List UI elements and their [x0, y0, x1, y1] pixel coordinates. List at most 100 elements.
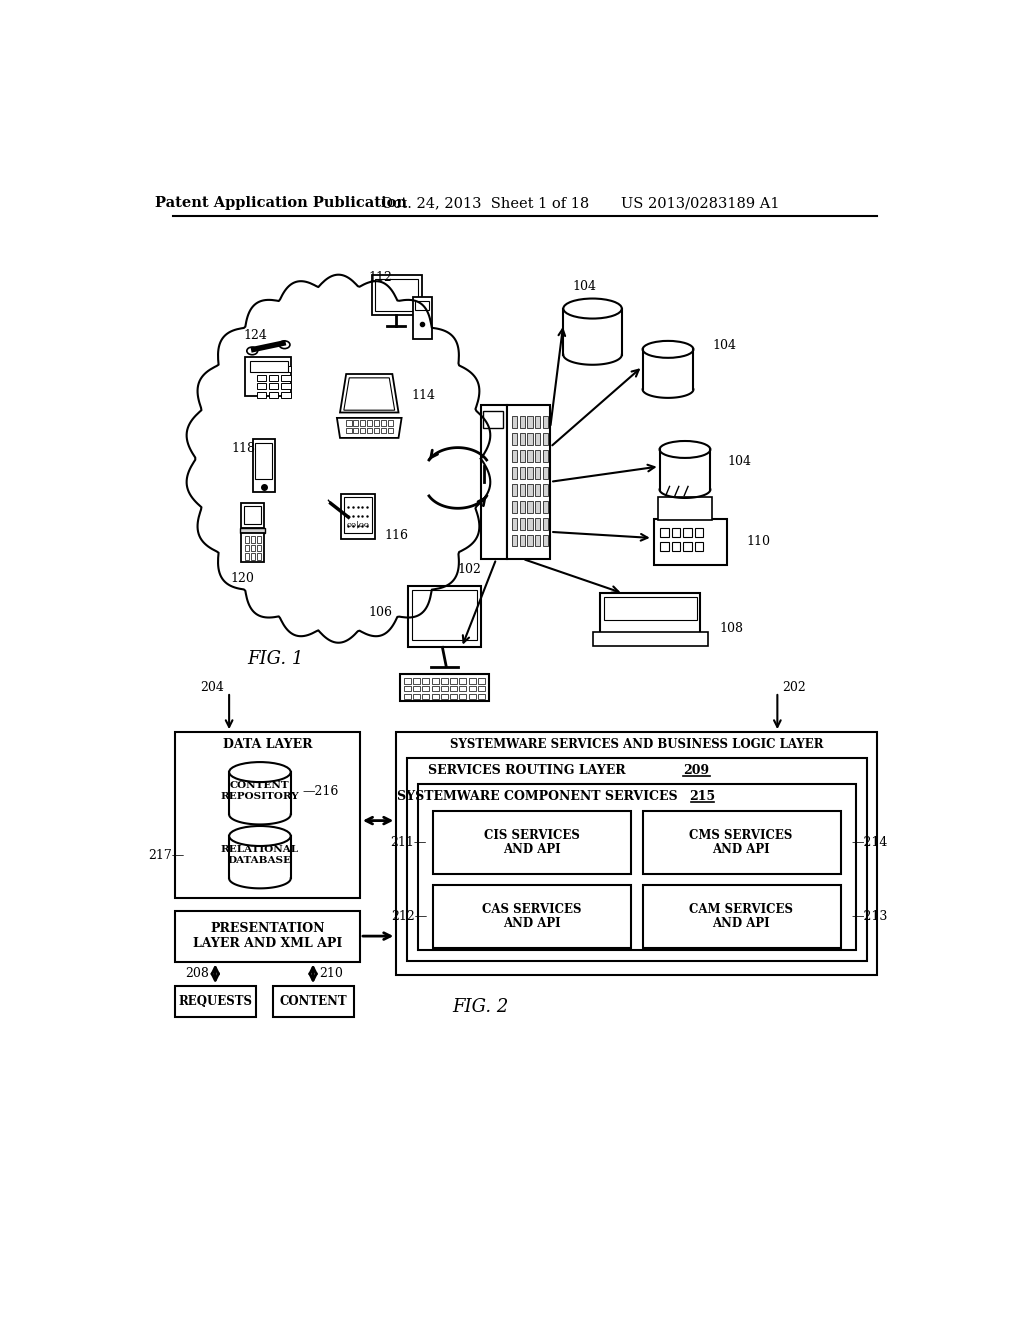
Bar [353, 420, 358, 425]
Bar [244, 506, 261, 524]
Bar [535, 433, 541, 445]
Bar [512, 433, 517, 445]
Text: 215: 215 [689, 791, 716, 804]
Text: REQUESTS: REQUESTS [178, 995, 252, 1008]
Bar [543, 517, 548, 529]
Bar [400, 675, 488, 701]
Text: 106: 106 [369, 606, 392, 619]
Bar [422, 686, 429, 692]
Bar [412, 590, 477, 640]
Bar [255, 442, 272, 479]
Text: FIG. 2: FIG. 2 [453, 998, 509, 1016]
Bar [257, 536, 261, 543]
Bar [519, 535, 525, 546]
Text: 104: 104 [727, 454, 752, 467]
Text: —214: —214 [851, 836, 888, 849]
Bar [403, 686, 411, 692]
Bar [543, 433, 548, 445]
Bar [269, 375, 279, 381]
Bar [418, 784, 856, 950]
Bar [527, 450, 532, 462]
Bar [432, 678, 438, 684]
Text: AND API: AND API [503, 916, 560, 929]
Text: CMS SERVICES: CMS SERVICES [689, 829, 793, 842]
Bar [360, 420, 366, 425]
Bar [282, 392, 291, 397]
Bar [360, 428, 366, 433]
Ellipse shape [247, 347, 258, 355]
Bar [388, 420, 393, 425]
Text: DATA LAYER: DATA LAYER [223, 738, 312, 751]
Bar [253, 440, 274, 492]
Bar [643, 810, 841, 874]
Bar [413, 686, 420, 692]
Text: CONTENT: CONTENT [230, 781, 290, 791]
Bar [433, 810, 631, 874]
Bar [441, 678, 447, 684]
Bar [469, 693, 475, 700]
Bar [441, 693, 447, 700]
Bar [478, 693, 484, 700]
Bar [527, 416, 532, 428]
Bar [543, 416, 548, 428]
Bar [512, 416, 517, 428]
Bar [269, 367, 279, 372]
Bar [241, 533, 264, 562]
Bar [683, 543, 692, 552]
Bar [519, 484, 525, 496]
Bar [519, 416, 525, 428]
Bar [388, 428, 393, 433]
Text: 217—: 217— [148, 849, 184, 862]
Text: 212—: 212— [391, 909, 427, 923]
Bar [240, 528, 264, 532]
Text: 104: 104 [713, 339, 736, 352]
Text: FIG. 1: FIG. 1 [247, 649, 303, 668]
Text: —213: —213 [851, 909, 888, 923]
Bar [695, 543, 703, 552]
Bar [376, 279, 418, 312]
Text: 114: 114 [412, 389, 435, 403]
Bar [519, 517, 525, 529]
Text: 112: 112 [369, 271, 393, 284]
Bar [257, 545, 261, 552]
Bar [353, 428, 358, 433]
Bar [241, 503, 264, 528]
Bar [273, 986, 354, 1016]
Text: LAYER AND XML API: LAYER AND XML API [193, 937, 342, 950]
Bar [478, 686, 484, 692]
Bar [527, 535, 532, 546]
Text: SERVICES ROUTING LAYER: SERVICES ROUTING LAYER [428, 764, 626, 777]
Bar [543, 484, 548, 496]
Bar [527, 517, 532, 529]
Bar [535, 484, 541, 496]
Text: 202: 202 [782, 681, 806, 694]
Bar [416, 301, 429, 310]
Bar [654, 519, 727, 565]
Bar [346, 428, 351, 433]
Bar [512, 467, 517, 479]
Text: 209: 209 [683, 764, 709, 777]
Bar [374, 420, 379, 425]
Bar [658, 498, 712, 520]
Bar [413, 693, 420, 700]
Bar [175, 911, 360, 961]
Bar [543, 467, 548, 479]
Text: 104: 104 [572, 280, 597, 293]
Bar [403, 678, 411, 684]
Text: CAM SERVICES: CAM SERVICES [689, 903, 794, 916]
Bar [519, 467, 525, 479]
Ellipse shape [280, 341, 290, 348]
Bar [257, 553, 261, 560]
Bar [660, 543, 669, 552]
Bar [269, 383, 279, 389]
Bar [422, 678, 429, 684]
Text: 208: 208 [185, 968, 209, 981]
Bar [451, 693, 457, 700]
Bar [507, 405, 550, 558]
Bar [422, 693, 429, 700]
Bar [543, 502, 548, 512]
Bar [408, 586, 481, 647]
Bar [519, 433, 525, 445]
Text: AND API: AND API [713, 916, 770, 929]
Bar [593, 632, 708, 645]
